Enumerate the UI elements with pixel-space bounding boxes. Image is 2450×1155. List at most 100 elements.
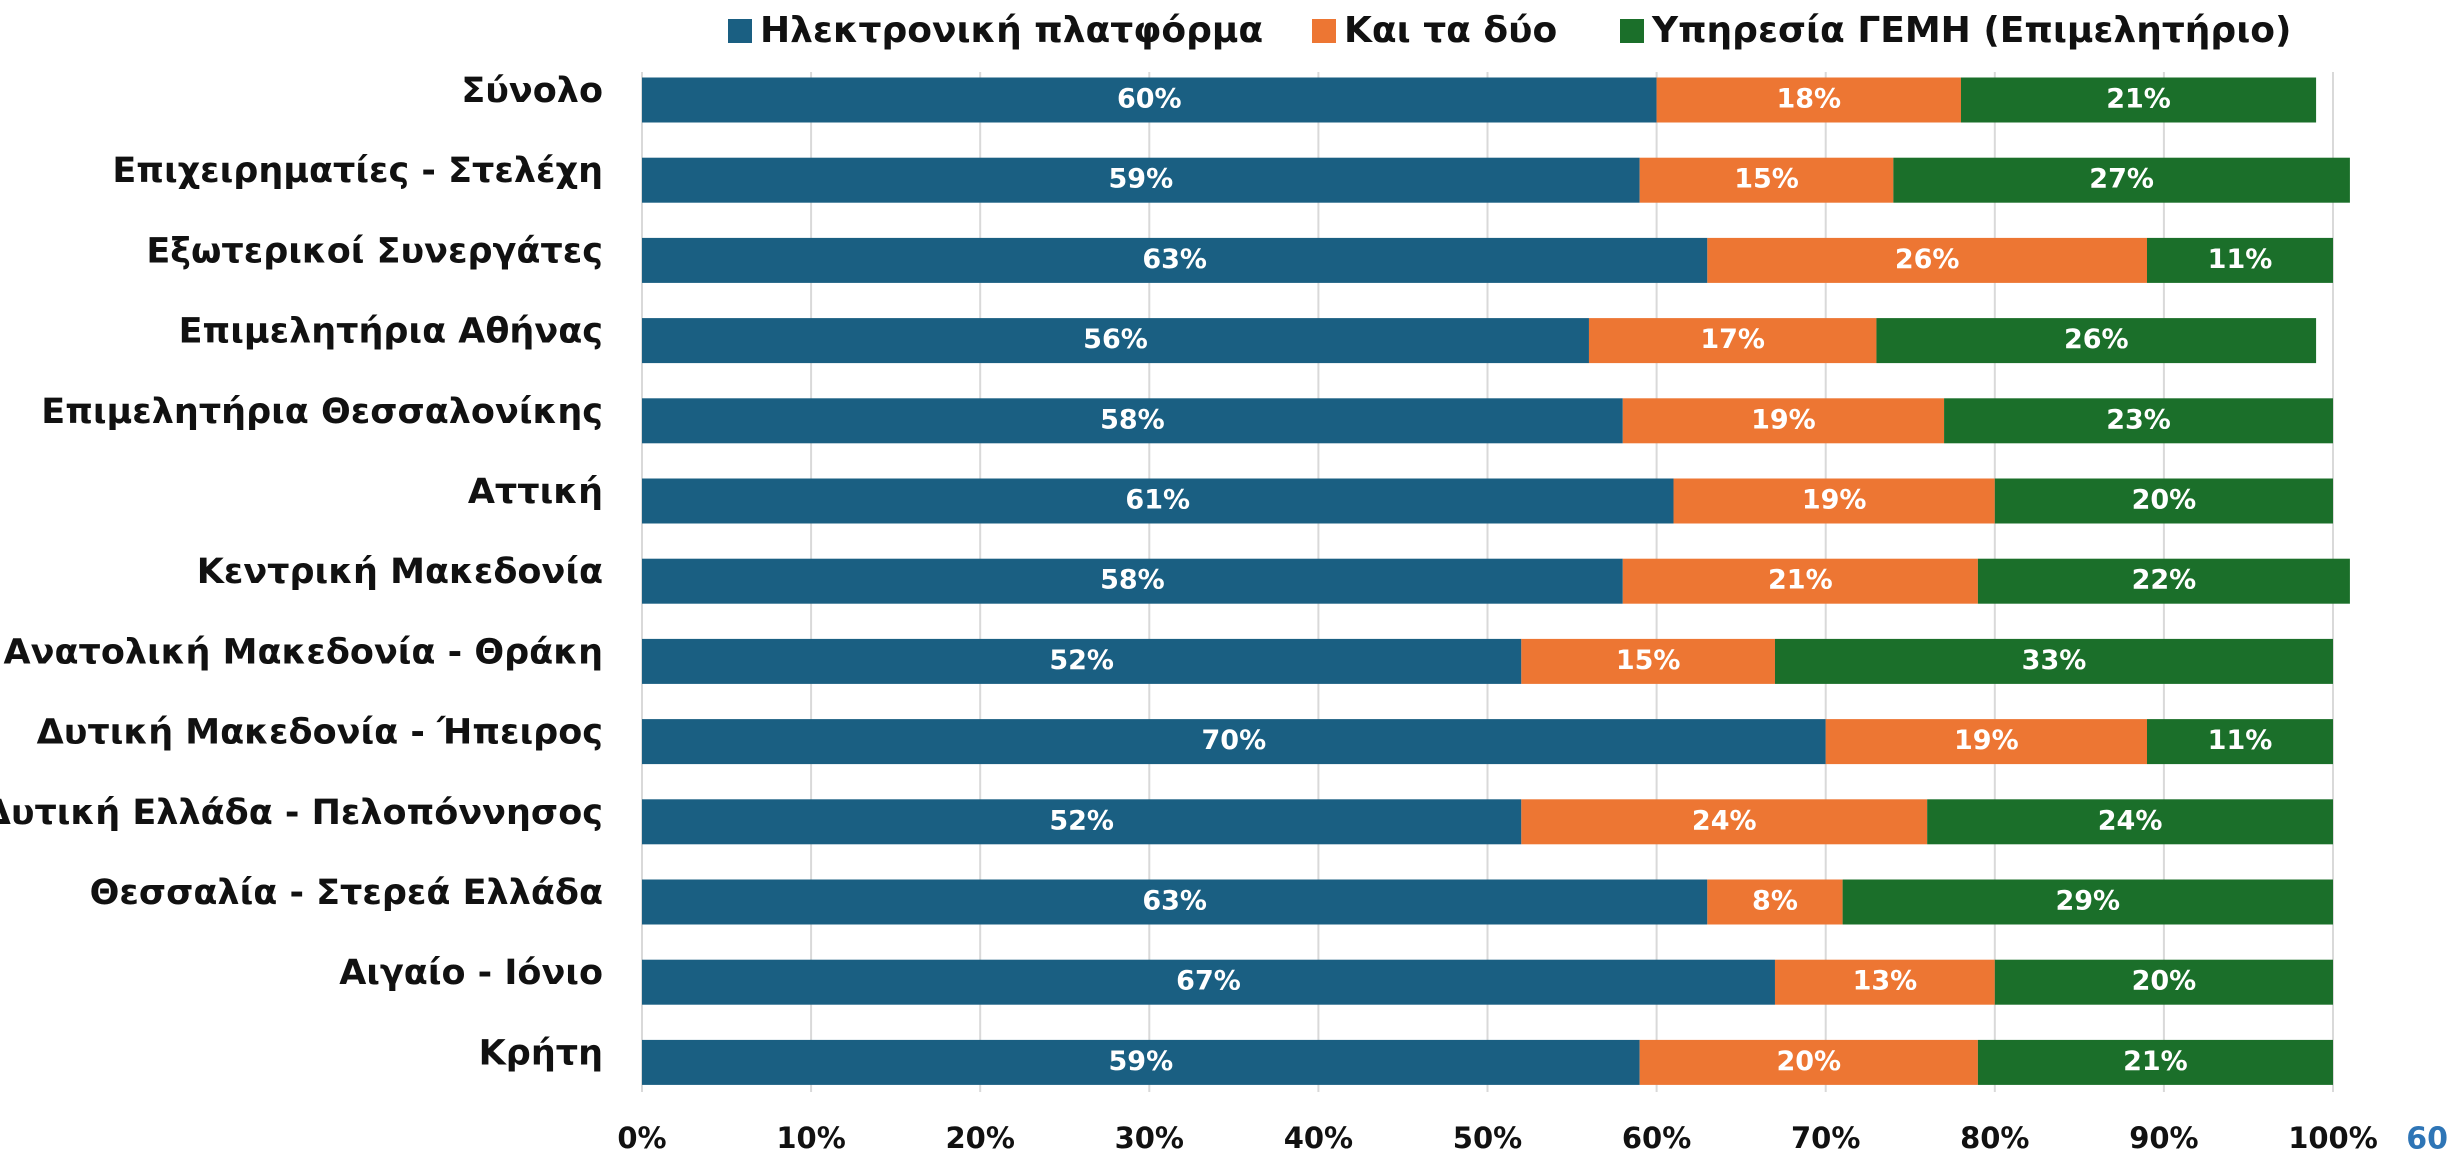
- bar-segment: [642, 879, 1708, 925]
- x-tick-label: 0%: [617, 1121, 666, 1155]
- bar-segment: [642, 959, 1775, 1005]
- data-label: 8%: [1752, 886, 1798, 917]
- data-label: 29%: [2055, 886, 2120, 917]
- data-label: 26%: [2064, 324, 2129, 355]
- data-label: 15%: [1734, 164, 1799, 195]
- data-label: 15%: [1616, 645, 1681, 676]
- y-tick-label: Σύνολο: [461, 71, 603, 111]
- y-tick-label: Δυτική Ελλάδα - Πελοπόννησος: [0, 793, 603, 833]
- bar-segment: [1774, 959, 1995, 1005]
- bar-segment: [1960, 77, 2317, 123]
- y-tick-label: Ανατολική Μακεδονία - Θράκη: [4, 632, 603, 672]
- bar-segment: [1825, 719, 2147, 765]
- bar-segment: [1622, 398, 1945, 444]
- y-tick-label: Κεντρική Μακεδονία: [197, 552, 603, 592]
- data-label: 19%: [1954, 725, 2019, 756]
- legend-swatch: [728, 19, 752, 43]
- bar-segment: [1707, 237, 2147, 283]
- data-label: 56%: [1083, 324, 1148, 355]
- y-tick-label: Επιμελητήρια Θεσσαλονίκης: [41, 392, 603, 432]
- bar-segment: [1994, 478, 2333, 524]
- y-tick-label: Επιμελητήρια Αθήνας: [179, 312, 603, 352]
- bar-segment: [1622, 558, 1978, 604]
- data-label: 59%: [1109, 164, 1174, 195]
- x-tick-label: 30%: [1115, 1121, 1184, 1155]
- data-label: 19%: [1802, 485, 1867, 516]
- bar-segment: [1994, 959, 2333, 1005]
- bar-segment: [1977, 558, 2350, 604]
- data-label: 63%: [1142, 886, 1207, 917]
- data-label: 22%: [2132, 565, 2197, 596]
- data-label: 23%: [2106, 404, 2171, 435]
- data-label: 11%: [2208, 725, 2273, 756]
- bar-segment: [1977, 1039, 2333, 1085]
- data-label: 52%: [1049, 645, 1114, 676]
- data-label: 61%: [1125, 485, 1190, 516]
- bar-segment: [1893, 157, 2350, 203]
- bar-segment: [642, 398, 1623, 444]
- bar-segment: [1639, 1039, 1978, 1085]
- y-tick-label: Αττική: [468, 472, 603, 512]
- bar-segment: [1639, 157, 1894, 203]
- bar-segment: [1521, 638, 1775, 684]
- bar-segment: [1656, 77, 1961, 123]
- bar-segment: [642, 478, 1674, 524]
- bar-segment: [1944, 398, 2333, 444]
- x-tick-label: 50%: [1453, 1121, 1522, 1155]
- x-tick-label: 20%: [945, 1121, 1014, 1155]
- data-label: 18%: [1776, 84, 1841, 115]
- y-tick-label: Αιγαίο - Ιόνιο: [339, 953, 603, 993]
- data-label: 59%: [1109, 1046, 1174, 1077]
- page-number: 60: [2406, 1122, 2448, 1155]
- bar-segment: [642, 318, 1589, 364]
- bar-segment: [2146, 237, 2333, 283]
- data-label: 60%: [1117, 84, 1182, 115]
- legend-label: Ηλεκτρονική πλατφόρμα: [760, 10, 1263, 51]
- bar-segment: [1927, 799, 2333, 845]
- bar-segment: [1673, 478, 1995, 524]
- bar-segment: [642, 157, 1640, 203]
- data-label: 21%: [2106, 84, 2171, 115]
- data-label: 21%: [2123, 1046, 2188, 1077]
- bar-segment: [1707, 879, 1843, 925]
- data-label: 63%: [1142, 244, 1207, 275]
- y-tick-label: Δυτική Μακεδονία - Ήπειρος: [37, 713, 603, 753]
- y-tick-label: Εξωτερικοί Συνεργάτες: [146, 231, 603, 271]
- data-label: 67%: [1176, 966, 1241, 997]
- data-label: 24%: [2098, 805, 2163, 836]
- bar-segment: [1774, 638, 2333, 684]
- x-tick-label: 10%: [776, 1121, 845, 1155]
- x-tick-label: 90%: [2129, 1121, 2198, 1155]
- y-tick-label: Επιχειρηματίες - Στελέχη: [112, 151, 603, 191]
- bar-segment: [2146, 719, 2333, 765]
- bar-segment: [642, 719, 1826, 765]
- data-label: 11%: [2208, 244, 2273, 275]
- bar-segment: [642, 237, 1708, 283]
- bar-segment: [642, 558, 1623, 604]
- data-label: 20%: [2132, 966, 2197, 997]
- y-tick-label: Κρήτη: [479, 1033, 603, 1073]
- data-label: 70%: [1202, 725, 1267, 756]
- data-label: 26%: [1895, 244, 1960, 275]
- bar-segment: [1842, 879, 2333, 925]
- legend-swatch: [1312, 19, 1336, 43]
- bar-segment: [642, 1039, 1640, 1085]
- data-label: 52%: [1049, 805, 1114, 836]
- data-label: 58%: [1100, 404, 1165, 435]
- data-label: 20%: [1776, 1046, 1841, 1077]
- bar-segment: [642, 638, 1522, 684]
- bar-segment: [642, 799, 1522, 845]
- y-tick-label: Θεσσαλία - Στερεά Ελλάδα: [90, 873, 603, 913]
- data-label: 13%: [1853, 966, 1918, 997]
- bar-segment: [1588, 318, 1877, 364]
- bar-segment: [1521, 799, 1928, 845]
- legend-label: Και τα δύο: [1344, 10, 1557, 51]
- data-label: 33%: [2022, 645, 2087, 676]
- data-label: 24%: [1692, 805, 1757, 836]
- data-label: 58%: [1100, 565, 1165, 596]
- bar-segment: [1876, 318, 2317, 364]
- data-label: 21%: [1768, 565, 1833, 596]
- legend-swatch: [1620, 19, 1644, 43]
- data-label: 19%: [1751, 404, 1816, 435]
